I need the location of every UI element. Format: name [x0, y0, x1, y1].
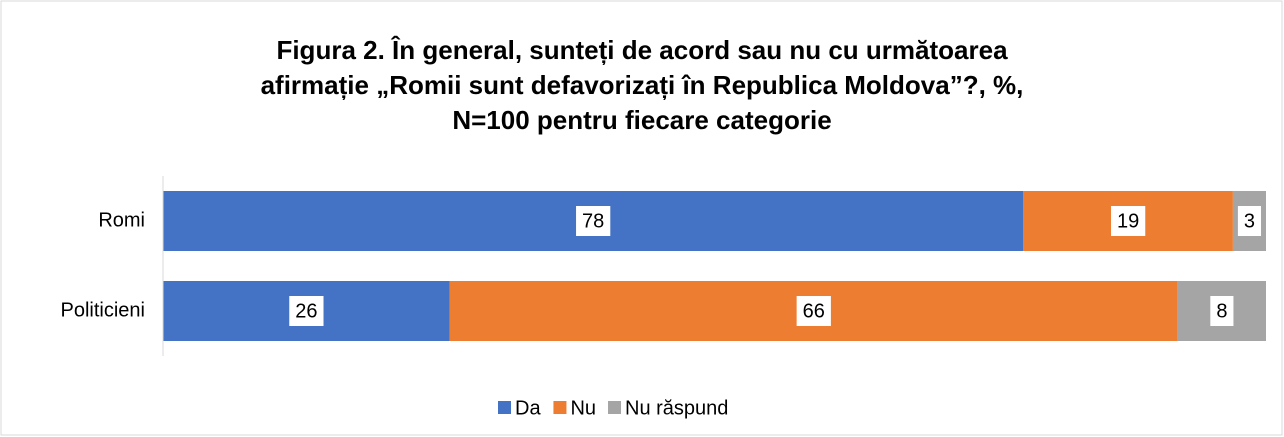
data-label: 78: [582, 210, 604, 232]
y-tick-label: Politicieni: [61, 299, 145, 321]
data-label-box: [1210, 296, 1234, 326]
data-label-box: [576, 206, 611, 236]
data-label-box: [1237, 206, 1262, 236]
data-label: 19: [1117, 210, 1139, 232]
chart-title: afirmație „Romii sunt defavorizați în Re…: [261, 70, 1024, 100]
legend-swatch: [498, 401, 511, 414]
legend-swatch: [553, 401, 567, 414]
chart-title: N=100 pentru fiecare categorie: [452, 105, 831, 135]
y-tick-label: Romi: [98, 209, 145, 231]
legend-label: Da: [515, 397, 541, 419]
legend-label: Nu răspund: [625, 397, 728, 419]
data-label-box: [289, 296, 324, 326]
legend-swatch: [608, 401, 622, 414]
data-label: 3: [1244, 210, 1255, 232]
data-label-box: [796, 296, 831, 326]
data-label: 8: [1216, 300, 1227, 322]
chart-title: Figura 2. În general, sunteți de acord s…: [276, 35, 1008, 65]
data-label: 26: [295, 300, 317, 322]
data-label: 66: [803, 300, 825, 322]
data-label-box: [1111, 206, 1146, 236]
legend-label: Nu: [570, 397, 596, 419]
